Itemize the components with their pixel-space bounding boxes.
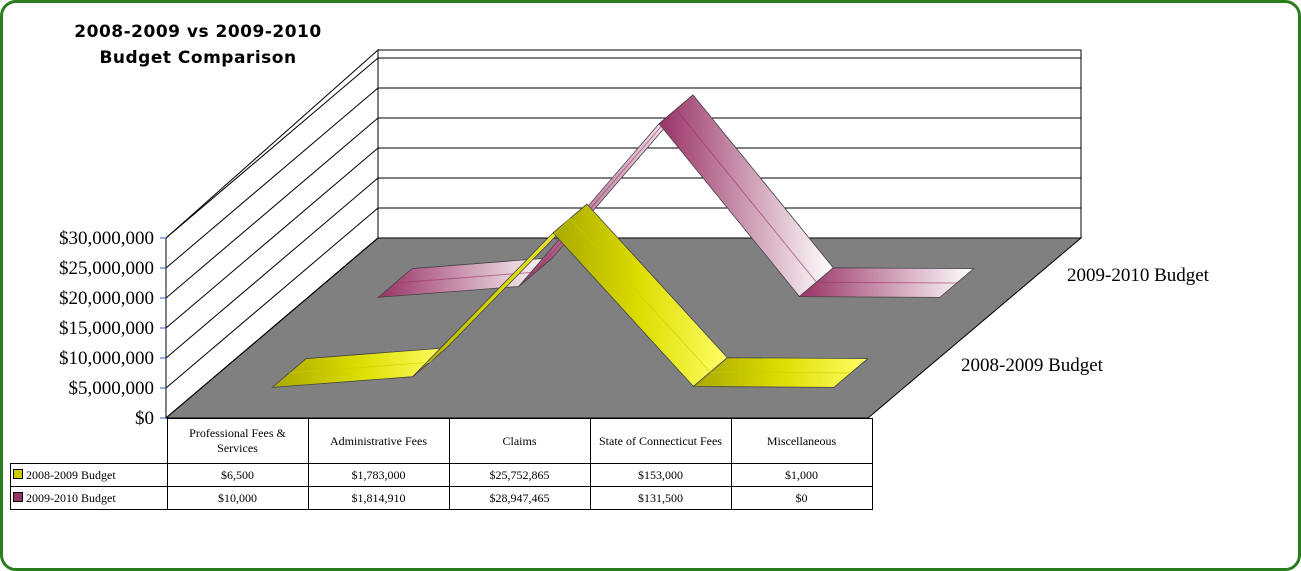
- cell-text: $6,500: [221, 467, 254, 482]
- grid-line: [165, 57, 379, 239]
- table-cell: $28,947,465: [448, 486, 591, 510]
- y-tick-label: $15,000,000: [59, 318, 154, 339]
- table-cell: $10,000: [166, 486, 309, 510]
- table-cell: $0: [730, 486, 873, 510]
- legend-swatch: [13, 468, 23, 479]
- grid-line: [165, 87, 379, 269]
- chart: $0 $5,000,000 $10,000,000 $15,000,000 $20,00…: [59, 48, 1210, 429]
- table-cell: 2009-2010 Budget: [10, 486, 168, 510]
- grid-line: [165, 177, 379, 359]
- cell-text: $0: [795, 490, 808, 505]
- cell-text: $10,000: [218, 490, 257, 505]
- cell-text: Professional Fees & Services: [189, 426, 286, 455]
- table-cell: $131,500: [589, 486, 732, 510]
- cell-text: 2009-2010 Budget: [26, 490, 116, 505]
- table-cell: [11, 419, 168, 464]
- table-cell: $153,000: [589, 463, 732, 487]
- table-cell: Claims: [448, 418, 591, 464]
- line: [395, 108, 957, 284]
- y-tick-label: $5,000,000: [69, 378, 155, 399]
- table-cell: State of Connecticut Fees: [589, 418, 732, 464]
- table-cell: Miscellaneous: [730, 418, 873, 464]
- cell-text: $153,000: [638, 467, 683, 482]
- table-cell: Administrative Fees: [307, 418, 450, 464]
- data-table: Professional Fees & Services Administrati…: [10, 418, 873, 510]
- y-tick-label: $20,000,000: [59, 288, 154, 309]
- grid-line: [165, 207, 379, 389]
- y-tick-label: $0: [135, 408, 154, 429]
- cell-text: $25,752,865: [489, 467, 550, 482]
- table-cell: $6,500: [166, 463, 309, 487]
- cell-text: State of Connecticut Fees: [599, 433, 722, 448]
- grid-line: [165, 237, 379, 419]
- cell-text: $1,783,000: [351, 467, 406, 482]
- table-cell: $1,000: [730, 463, 873, 487]
- y-tick-label: $10,000,000: [59, 348, 154, 369]
- line: [289, 217, 851, 374]
- cell-text: $1,000: [785, 467, 818, 482]
- cell-text: Miscellaneous: [766, 433, 837, 448]
- table-cell: 2008-2009 Budget: [10, 463, 168, 487]
- cell-text: $1,814,910: [351, 490, 406, 505]
- table-cell: $25,752,865: [448, 463, 591, 487]
- series-label: 2008-2009 Budget: [961, 355, 1104, 376]
- cell-text: $131,500: [638, 490, 683, 505]
- table-cell: $1,814,910: [307, 486, 450, 510]
- grid-line: [165, 147, 379, 329]
- table-cell: Professional Fees & Services: [166, 418, 309, 464]
- cell-text: Claims: [502, 433, 537, 448]
- cell-text: 2008-2009 Budget: [26, 467, 116, 482]
- series-label: 2009-2010 Budget: [1067, 265, 1210, 286]
- y-tick-label: $25,000,000: [59, 258, 154, 279]
- cell-text: Administrative Fees: [330, 433, 427, 448]
- chart-title: 2008-2009 vs 2009-2010 Budget Comparison: [74, 22, 322, 68]
- grid-line: [165, 117, 379, 299]
- y-tick-label: $30,000,000: [59, 228, 154, 249]
- cell-text: $28,947,465: [489, 490, 550, 505]
- table-cell: $1,783,000: [307, 463, 450, 487]
- legend-swatch: [13, 491, 23, 502]
